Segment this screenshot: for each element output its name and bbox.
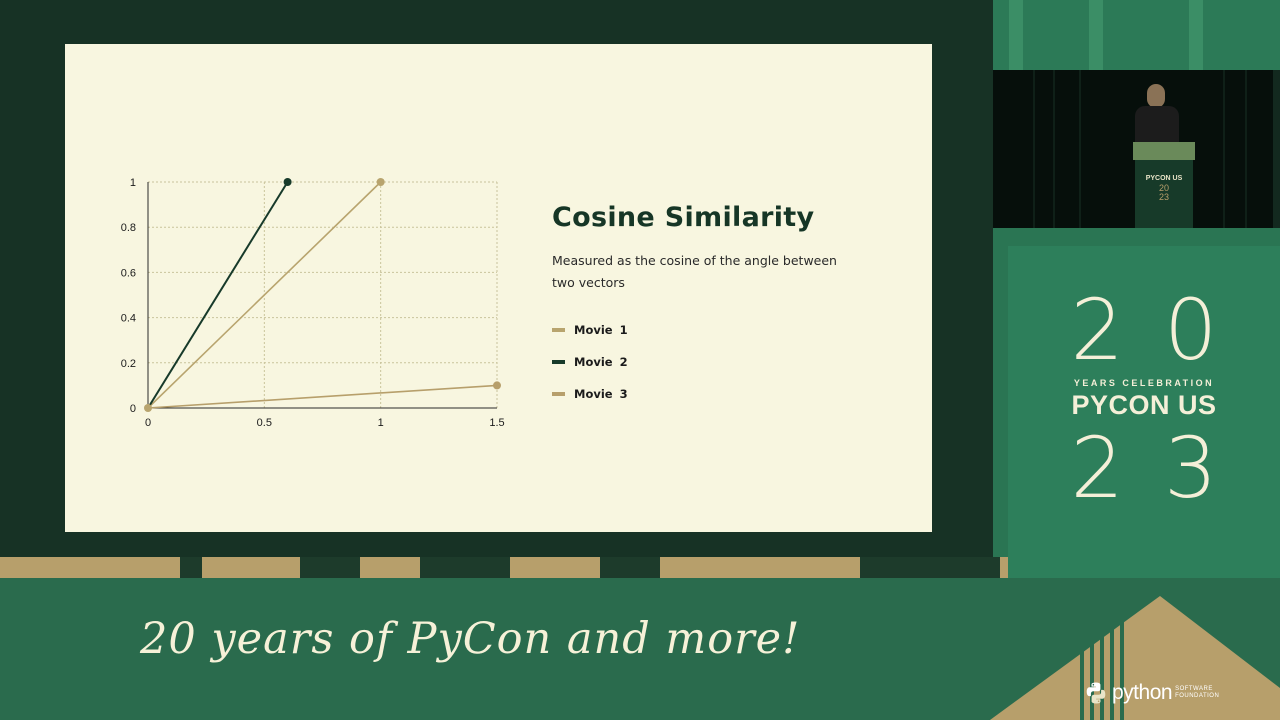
legend-item-movie-2: Movie 2 <box>552 346 628 378</box>
y-tick-label: 0.4 <box>121 313 136 325</box>
python-logo-icon <box>1086 682 1106 704</box>
legend-swatch-movie-1 <box>552 328 565 332</box>
x-tick-label: 1.5 <box>489 417 504 429</box>
psf-logo-subtext: SOFTWARE FOUNDATION <box>1175 686 1219 700</box>
psf-logo-text: python <box>1112 681 1173 704</box>
top-right-background <box>993 0 1280 70</box>
y-tick-label: 0.8 <box>121 222 136 234</box>
chart-tick-labels: 0 0.5 1 1.5 0 0.2 0.4 0.6 0.8 1 <box>121 177 505 429</box>
legend-swatch-movie-2 <box>552 360 565 364</box>
podium-top <box>1133 142 1195 160</box>
podium-year-top: 20 <box>1158 183 1169 193</box>
speaker-head <box>1147 84 1165 108</box>
psf-logo: python SOFTWARE FOUNDATION <box>1084 681 1219 705</box>
data-point-movie-1 <box>376 178 385 186</box>
data-point-origin <box>144 404 152 412</box>
podium-year: 20 23 <box>1135 184 1193 202</box>
legend-label: Movie 3 <box>574 387 628 401</box>
banner-digits-bottom: 23 <box>1070 419 1258 517</box>
tagline: 20 years of PyCon and more! <box>140 614 801 664</box>
chart-axes <box>147 182 497 409</box>
chart-legend: Movie 1 Movie 2 Movie 3 <box>552 314 628 410</box>
chart-series <box>144 178 501 412</box>
legend-item-movie-1: Movie 1 <box>552 314 628 346</box>
banner-years-celebration: YEARS CELEBRATION <box>1073 378 1215 388</box>
legend-swatch-movie-3 <box>552 392 565 396</box>
legend-label: Movie 1 <box>574 323 628 337</box>
pycon-banner: 20 YEARS CELEBRATION PYCON US 23 <box>1008 246 1280 578</box>
series-line-movie-2 <box>147 181 289 409</box>
psf-logo-sub-line2: FOUNDATION <box>1175 693 1220 699</box>
cosine-similarity-chart: 0 0.5 1 1.5 0 0.2 0.4 0.6 0.8 1 <box>121 177 505 429</box>
mountain-graphic <box>990 596 1280 720</box>
slide-title: Cosine Similarity <box>552 202 815 233</box>
data-point-movie-3 <box>493 381 501 390</box>
presentation-slide: 0 0.5 1 1.5 0 0.2 0.4 0.6 0.8 1 Cosine Similarity… <box>65 44 932 532</box>
legend-label: Movie 2 <box>574 355 628 369</box>
data-point-movie-2 <box>283 178 292 186</box>
x-tick-label: 0.5 <box>257 417 272 429</box>
speaker-figure <box>1129 84 1185 228</box>
y-tick-label: 0.2 <box>121 358 136 370</box>
podium-brand: PYCON US <box>1145 175 1183 182</box>
podium-year-bottom: 23 <box>1158 192 1169 202</box>
x-tick-label: 1 <box>378 417 384 429</box>
speaker-body <box>1135 106 1179 142</box>
y-tick-label: 0 <box>130 403 136 415</box>
slide-description: Measured as the cosine of the angle betw… <box>552 253 837 290</box>
slide-frame: 0 0.5 1 1.5 0 0.2 0.4 0.6 0.8 1 Cosine Similarity… <box>65 44 932 532</box>
legend-item-movie-3: Movie 3 <box>552 378 628 410</box>
x-tick-label: 0 <box>145 417 151 429</box>
banner-event-name: PYCON US <box>1071 390 1217 420</box>
chart-grid <box>148 181 498 408</box>
podium: PYCON US 20 23 <box>1135 160 1193 228</box>
series-line-movie-3 <box>147 384 498 409</box>
banner-digits-top: 20 <box>1070 281 1258 379</box>
y-tick-label: 1 <box>130 177 136 189</box>
psf-logo-sub-line1: SOFTWARE <box>1175 686 1213 692</box>
series-line-movie-1 <box>147 181 382 409</box>
y-tick-label: 0.6 <box>121 267 136 279</box>
